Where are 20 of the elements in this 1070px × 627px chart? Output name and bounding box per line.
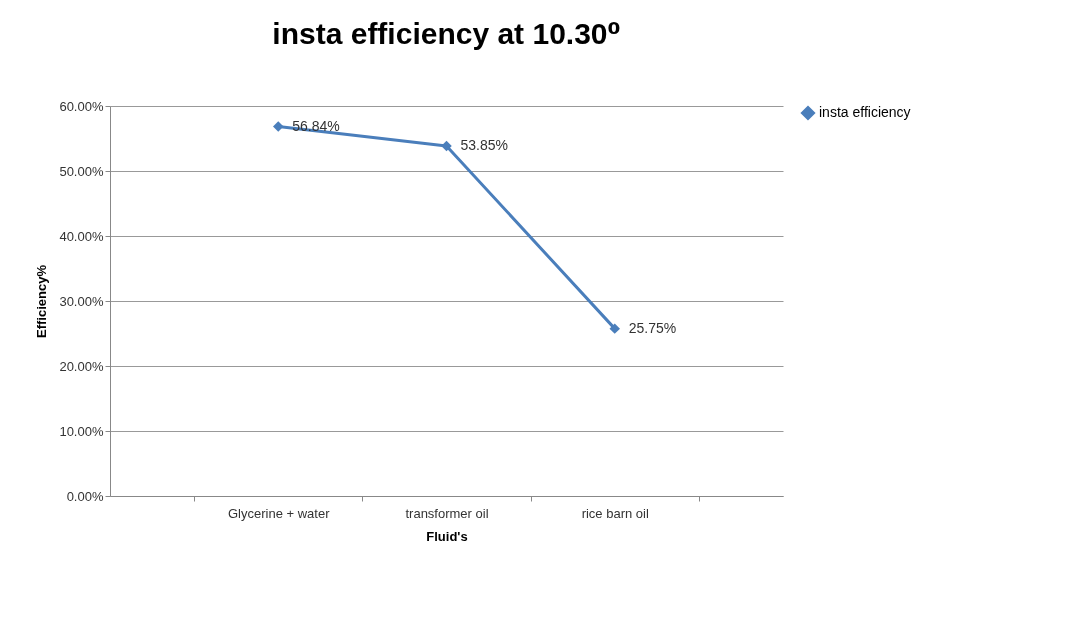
y-tick-label: 40.00%	[59, 228, 104, 244]
x-tick-label: transformer oil	[405, 505, 489, 521]
legend-label: insta efficiency	[819, 104, 911, 120]
y-tick-label: 30.00%	[59, 293, 104, 309]
point	[609, 323, 620, 334]
data-label: 53.85%	[460, 136, 508, 153]
y-tick-label: 0.00%	[66, 488, 104, 504]
y-axis-title: Efficiency%	[34, 264, 50, 338]
point	[273, 121, 284, 132]
x-tick-label: rice barn oil	[581, 505, 649, 521]
y-tick-label: 50.00%	[59, 163, 104, 179]
x-axis-title: Fluid's	[426, 528, 468, 544]
data-label: 56.84%	[292, 117, 340, 134]
y-tick-label: 60.00%	[59, 98, 104, 114]
x-tick-label: Glycerine + water	[227, 505, 331, 521]
y-tick-label: 20.00%	[59, 358, 104, 374]
y-tick-label: 10.00%	[59, 423, 104, 439]
point	[441, 140, 452, 152]
chart-title: insta efficiency at 10.30⁰	[272, 17, 621, 50]
data-label: 25.75%	[628, 319, 677, 336]
